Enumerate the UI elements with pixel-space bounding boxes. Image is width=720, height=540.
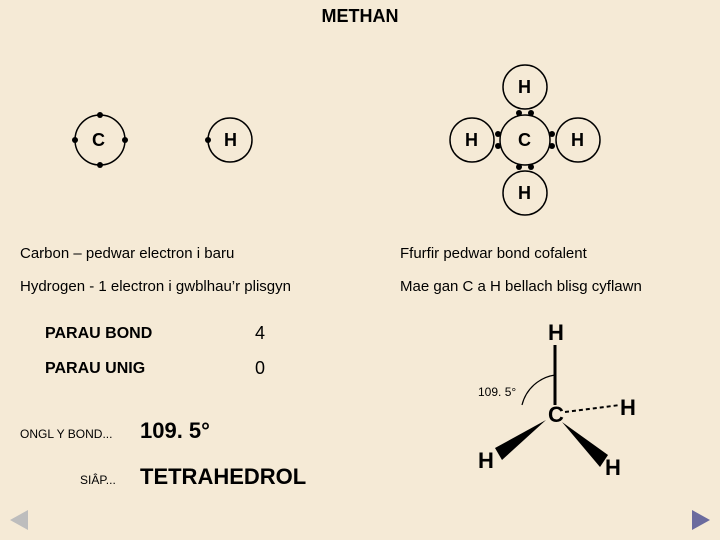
struct-h-left: H (478, 448, 494, 474)
page-title: METHAN (0, 6, 720, 27)
struct-h-down: H (605, 455, 621, 481)
bond-pairs-label: PARAU BOND (45, 325, 152, 343)
struct-h-right: H (620, 395, 636, 421)
methane-h-left: H (465, 130, 478, 151)
hydrogen-label-left: H (224, 130, 237, 151)
caption-right-shell: Mae gan C a H bellach blisg cyflawn (400, 278, 642, 295)
bond-angle-label: ONGL Y BOND... (20, 427, 112, 441)
caption-left-hydrogen: Hydrogen - 1 electron i gwblhau’r plisgy… (20, 278, 291, 295)
caption-right-bonds: Ffurfir pedwar bond cofalent (400, 245, 587, 262)
bond-pairs-value: 4 (255, 323, 265, 344)
methane-c-label: C (518, 130, 531, 151)
methane-h-right: H (571, 130, 584, 151)
struct-angle-label: 109. 5° (478, 385, 516, 399)
carbon-label-left: C (92, 130, 105, 151)
caption-left-carbon: Carbon – pedwar electron i baru (20, 245, 234, 262)
struct-c: C (548, 402, 564, 428)
methane-h-bottom: H (518, 183, 531, 204)
next-slide-button[interactable] (692, 510, 710, 530)
lone-pairs-label: PARAU UNIG (45, 360, 145, 378)
shape-label: SIÂP... (80, 473, 116, 487)
methane-h-top: H (518, 77, 531, 98)
struct-h-top: H (548, 320, 564, 346)
shape-value: TETRAHEDROL (140, 464, 306, 490)
lone-pairs-value: 0 (255, 358, 265, 379)
prev-slide-button[interactable] (10, 510, 28, 530)
bond-angle-value: 109. 5° (140, 418, 210, 444)
